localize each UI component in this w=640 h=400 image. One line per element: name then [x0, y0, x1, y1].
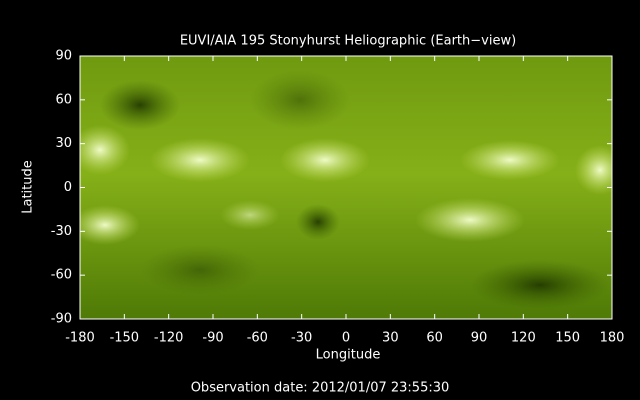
x-tick-label: -150	[110, 331, 140, 346]
x-tick-label: 120	[511, 331, 536, 346]
x-tick-label: -60	[247, 331, 268, 346]
x-tick-label: 0	[342, 331, 350, 346]
x-tick-label: 90	[471, 331, 488, 346]
y-axis-label: Latitude	[21, 160, 36, 214]
x-axis-label: Longitude	[316, 348, 381, 363]
x-tick-label: -30	[291, 331, 312, 346]
chart-title: EUVI/AIA 195 Stonyhurst Heliographic (Ea…	[180, 34, 516, 49]
observation-date: Observation date: 2012/01/07 23:55:30	[191, 381, 450, 396]
y-tick-label: 90	[55, 49, 72, 64]
y-tick-label: 60	[55, 92, 72, 107]
x-tick-label: -120	[154, 331, 184, 346]
x-tick-label: 60	[426, 331, 443, 346]
y-tick-label: -60	[51, 268, 72, 283]
x-tick-label: 150	[555, 331, 580, 346]
solar-map	[80, 56, 612, 319]
y-tick-label: -90	[51, 312, 72, 327]
y-tick-label: 0	[64, 180, 72, 195]
x-tick-label: 30	[382, 331, 399, 346]
x-tick-label: -180	[65, 331, 95, 346]
y-tick-label: -30	[51, 224, 72, 239]
x-tick-label: 180	[600, 331, 625, 346]
x-tick-label: -90	[202, 331, 223, 346]
y-tick-label: 30	[55, 136, 72, 151]
